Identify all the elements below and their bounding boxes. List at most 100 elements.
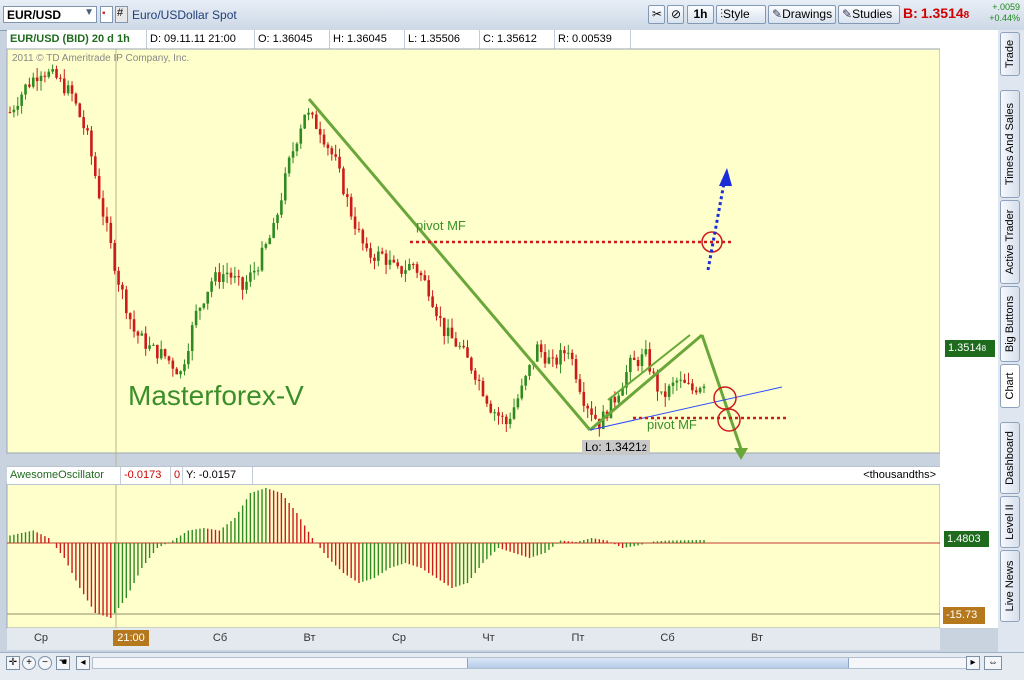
candle — [365, 237, 368, 252]
scroll-left-icon[interactable]: ◂ — [76, 656, 90, 670]
link-icon[interactable]: ▪ — [100, 6, 113, 23]
candle — [74, 92, 78, 106]
hand-icon[interactable]: ☚ — [56, 656, 70, 670]
candle — [454, 332, 458, 348]
candle — [16, 97, 20, 116]
candle — [190, 321, 194, 361]
candle — [237, 269, 241, 286]
drawings-icon: ✎ — [772, 7, 783, 21]
candle — [28, 77, 31, 89]
tab-live-news[interactable]: Live News — [1000, 550, 1020, 622]
candle — [175, 367, 179, 375]
chevron-down-icon[interactable]: ▼ — [84, 7, 94, 18]
trendline-down — [700, 334, 744, 453]
candle — [125, 285, 128, 320]
candle — [408, 258, 411, 271]
drawings-button[interactable]: ✎Drawings — [768, 5, 836, 24]
candle — [373, 253, 376, 270]
tab-dashboard[interactable]: Dashboard — [1000, 422, 1020, 494]
time-tick-label: Ср — [391, 632, 407, 644]
candle — [504, 414, 508, 432]
candle — [43, 71, 47, 83]
oscillator-y: Y: -0.0157 — [183, 467, 253, 484]
hash-icon[interactable]: # — [115, 6, 128, 23]
tab-chart[interactable]: Chart — [1000, 364, 1020, 408]
candle — [163, 348, 167, 360]
tools-icon[interactable]: ✂ — [648, 5, 665, 24]
tab-big-buttons-label: Big Buttons — [1004, 295, 1016, 353]
candle — [346, 188, 349, 207]
candle — [330, 145, 334, 161]
candle — [648, 342, 652, 375]
horizontal-scrollbar[interactable] — [92, 657, 968, 669]
candle — [245, 275, 248, 294]
scrollbar-thumb[interactable] — [467, 658, 849, 668]
tab-active-trader[interactable]: Active Trader — [1000, 200, 1020, 284]
candle — [55, 65, 58, 80]
bid-value: 1.3514 — [920, 5, 964, 21]
candle — [101, 190, 105, 226]
crosshair-time-tag: 21:00 — [113, 630, 149, 646]
scroll-right-icon[interactable]: ▸ — [966, 656, 980, 670]
candle — [318, 121, 322, 144]
trendline-main — [307, 98, 592, 431]
interval-button[interactable]: 1h — [687, 5, 714, 24]
candle — [594, 406, 597, 420]
projection-up-line — [706, 182, 726, 271]
oscillator-name: AwesomeOscillator — [7, 467, 121, 484]
style-button[interactable]: ⫶Style — [716, 5, 766, 24]
bid-display: B: 1.35148 — [903, 5, 975, 25]
candle — [404, 260, 407, 283]
candle — [39, 71, 43, 91]
pivot-circle-2 — [717, 408, 741, 432]
pan-icon[interactable]: ✛ — [6, 656, 20, 670]
candle — [78, 102, 82, 118]
crosshair-icon[interactable]: ⊘ — [667, 5, 684, 24]
candle — [24, 83, 27, 100]
tab-trade[interactable]: Trade — [1000, 32, 1020, 76]
candle — [462, 339, 465, 349]
expand-icon[interactable]: ⇔ — [984, 656, 1002, 670]
candle — [97, 168, 101, 200]
symbol-text: EUR/USD — [7, 8, 62, 22]
candle — [280, 192, 283, 218]
candle — [400, 265, 403, 278]
candle — [334, 144, 337, 161]
candle — [121, 282, 124, 300]
tab-times-and-sales[interactable]: Times And Sales — [1000, 90, 1020, 198]
candle — [113, 239, 116, 275]
drawings-label: Drawings — [782, 7, 833, 21]
candle — [497, 407, 500, 425]
info-date: D: 09.11.11 21:00 — [147, 30, 255, 49]
pivot-bottom-label: pivot MF — [647, 417, 697, 432]
price-tag-value: 1.3514 — [948, 342, 982, 354]
bottom-toolbar: ✛ + − ☚ ◂ ▸ ⇔ — [0, 652, 1024, 680]
candle — [86, 124, 89, 135]
tab-level-ii[interactable]: Level II — [1000, 496, 1020, 548]
oscillator-units: <thousandths> — [863, 469, 936, 481]
tab-big-buttons[interactable]: Big Buttons — [1000, 286, 1020, 362]
candle — [396, 258, 400, 269]
candle — [629, 354, 632, 381]
candle — [152, 343, 155, 346]
time-axis — [7, 628, 940, 650]
candle — [20, 91, 23, 114]
zoom-out-icon[interactable]: − — [38, 656, 52, 670]
candle — [528, 364, 531, 380]
tab-trade-label: Trade — [1004, 39, 1016, 69]
studies-button[interactable]: ✎Studies — [838, 5, 900, 24]
candle — [559, 343, 562, 374]
candle — [698, 386, 702, 394]
time-tick-label: Пт — [571, 632, 585, 644]
zoom-in-icon[interactable]: + — [22, 656, 36, 670]
candle — [167, 355, 171, 365]
candle — [272, 217, 275, 239]
candle — [660, 391, 663, 395]
symbol-description: Euro/USDollar Spot — [132, 8, 237, 22]
candle — [214, 266, 217, 286]
candle — [159, 340, 163, 360]
symbol-selector[interactable]: EUR/USD ▼ — [3, 6, 97, 23]
candle — [458, 342, 462, 350]
watermark-text: Masterforex-V — [128, 380, 304, 411]
candle — [570, 349, 574, 366]
